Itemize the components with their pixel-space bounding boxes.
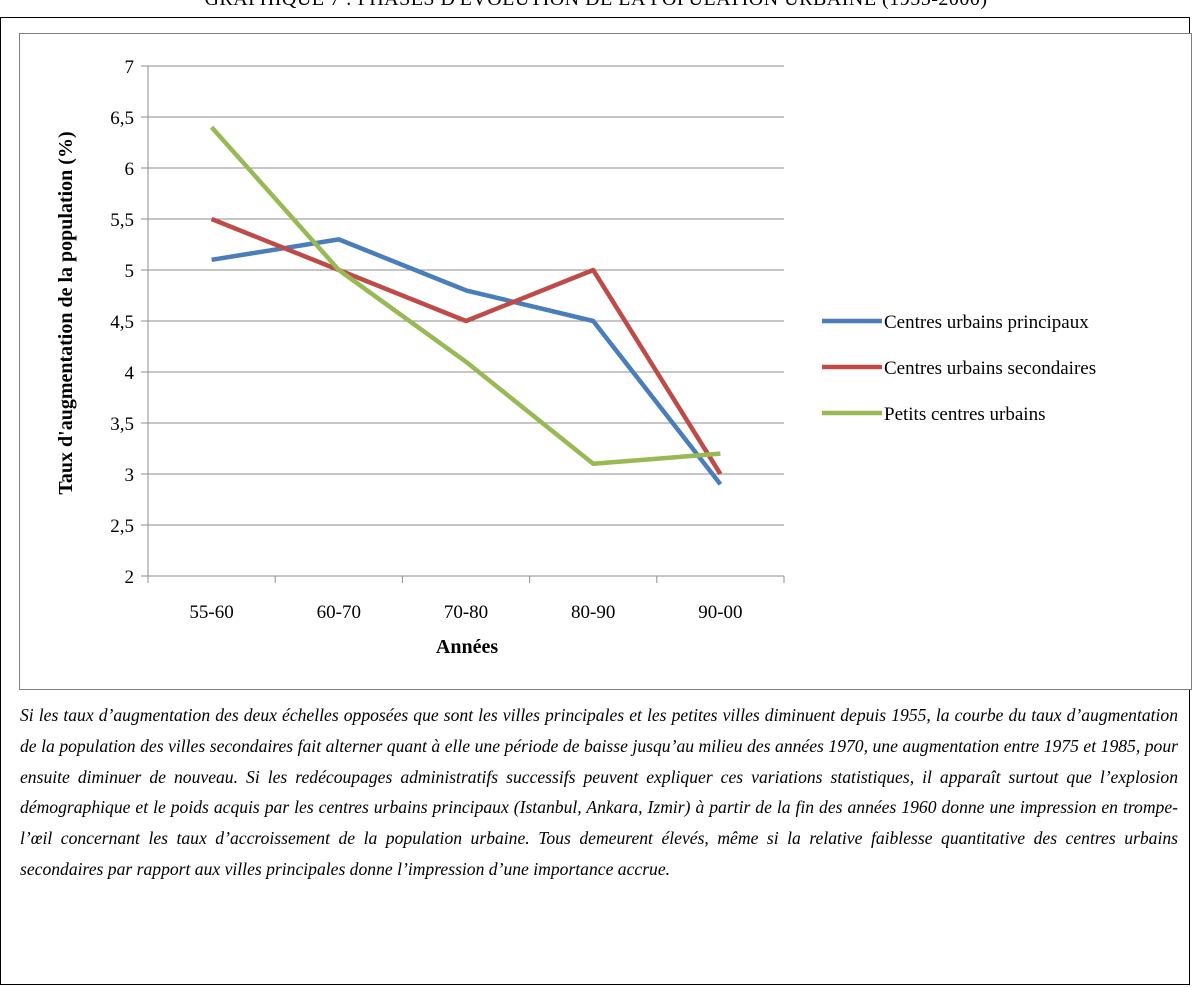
y-tick-label: 3 — [125, 465, 135, 486]
line-chart: 2 2,5 3 3,5 4 4,5 5 5,5 6 6,5 7 55-60 60-70 70-80 80-9… — [55, 57, 1096, 658]
chart-area: 2 2,5 3 3,5 4 4,5 5 5,5 6 6,5 7 55-60 60-70 70-80 80-9… — [19, 33, 1192, 690]
x-tick-label: 60-70 — [317, 602, 361, 623]
y-tick-label: 2,5 — [110, 516, 134, 537]
y-tick-label: 7 — [125, 57, 135, 78]
legend-label: Centres urbains secondaires — [884, 358, 1096, 379]
y-tick-label: 6 — [125, 159, 135, 180]
series-line — [210, 216, 723, 476]
y-tick-label: 4 — [125, 363, 135, 384]
legend-label: Petits centres urbains — [884, 404, 1045, 425]
y-tick-label: 5 — [125, 261, 135, 282]
series-line — [209, 125, 721, 467]
y-tick-label: 4,5 — [110, 312, 134, 333]
y-tick-label: 2 — [125, 567, 135, 588]
x-tick-label: 70-80 — [444, 602, 488, 623]
y-tick-label: 6,5 — [110, 108, 134, 129]
y-tick-label: 3,5 — [110, 414, 134, 435]
y-tick-label: 5,5 — [110, 210, 134, 231]
x-axis-title: Années — [436, 636, 498, 658]
y-axis-title: Taux d'augmentation de la population (%) — [55, 131, 77, 494]
figure-caption: Si les taux d’augmentation des deux éche… — [20, 705, 1178, 879]
x-tick-label: 80-90 — [571, 602, 615, 623]
gridlines — [148, 65, 784, 526]
x-tick-label: 55-60 — [189, 602, 233, 623]
x-tick-label: 90-00 — [698, 602, 742, 623]
legend: Centres urbains principaux Centres urbain… — [822, 312, 1096, 425]
legend-label: Centres urbains principaux — [884, 312, 1089, 333]
series-line — [211, 237, 723, 486]
series-lines — [209, 125, 723, 486]
page-title: GRAPHIQUE 7 : PHASES D'ÉVOLUTION DE LA P… — [0, 0, 1192, 11]
axes: 2 2,5 3 3,5 4 4,5 5 5,5 6 6,5 7 55-60 60-70 70-80 80-9… — [110, 57, 785, 623]
